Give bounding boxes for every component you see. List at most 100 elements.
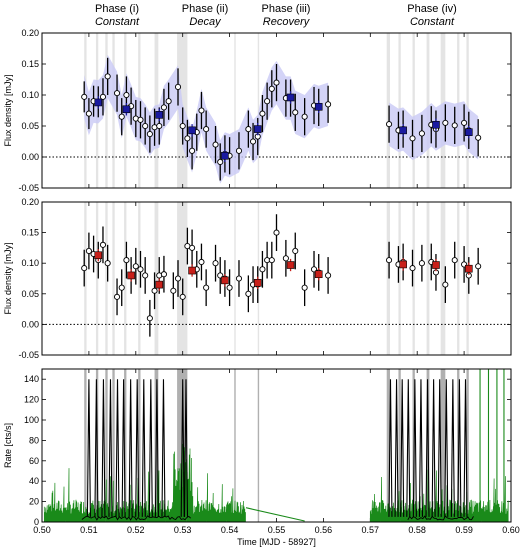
green-rate-trace [369,469,509,523]
data-point [170,287,177,294]
black-burst [135,379,140,517]
y-tick-label: -0.05 [18,350,39,360]
y-tick-label: 140 [24,374,39,384]
data-point [273,79,280,86]
obs-window-shade [234,33,236,188]
obs-window-shade [105,33,108,188]
binned-point [155,111,164,119]
data-point [203,284,210,291]
y-tick-label: 0.20 [21,197,39,207]
y-tick-label: 0.15 [21,59,39,69]
black-burst [388,379,393,517]
data-point [81,265,88,272]
data-point [142,272,149,279]
binned-point [314,270,323,279]
black-burst [141,379,146,517]
y-tick-label: 0.15 [21,228,39,238]
phase-i-title: Phase (i) [94,3,140,15]
binned-point [314,102,323,111]
phase-label-iii: Phase (iii) Recovery [251,3,321,29]
binned-point [221,276,229,285]
y-tick-label: 100 [24,415,39,425]
binned-point [464,128,473,136]
black-burst [425,379,430,517]
obs-window-shade [466,369,469,522]
x-tick-label: 0.56 [315,525,333,535]
obs-window-shade [398,202,401,355]
obs-window-shade [440,202,446,355]
black-burst [101,379,106,517]
data-point [442,281,449,288]
data-point [245,126,252,133]
obs-window-shade [257,202,260,355]
phase-label-iv: Phase (iv) Constant [397,3,467,29]
data-point [292,109,299,116]
obs-window-shade [124,202,127,355]
obs-window-shade [257,33,260,188]
data-point [81,93,88,100]
black-burst [148,379,153,517]
black-burst [86,379,91,517]
obs-window-shade [124,369,127,522]
y-axis-label: Flux density [mJy] [3,74,13,146]
binned-point [464,264,473,273]
data-point [184,135,191,142]
panel-frame [41,32,512,189]
phase-ii-sub: Decay [189,16,221,28]
binned-point [286,93,295,102]
x-tick-label: 0.51 [80,525,98,535]
data-point [160,104,167,111]
data-point [442,119,449,126]
x-tick-label: 0.58 [408,525,426,535]
data-point [325,101,332,108]
data-point [189,147,196,154]
binned-point [253,125,262,133]
obs-window-shade [84,369,87,522]
data-point [259,266,266,273]
data-point [160,271,167,278]
obs-window-shade [457,202,460,355]
black-burst [121,379,126,517]
data-point [386,257,393,264]
data-point [137,116,144,123]
data-point [85,247,92,255]
data-point [245,290,252,297]
data-point [118,113,125,120]
data-point [249,138,257,145]
data-point [165,98,172,105]
y-tick-label: 0.05 [21,289,39,299]
data-point [268,85,275,92]
obs-window-shade [412,33,415,188]
data-point [189,244,196,251]
data-point [137,266,144,273]
obs-window-shade [234,202,236,355]
panel-frame [41,368,512,523]
data-point [99,241,107,248]
binned-point [122,105,131,114]
binned-point [286,261,295,269]
obs-window-shade [426,202,430,355]
xray-rate-panel: 0 20 40 60 80 100 120 140 0.50 0.51 0.52 0.53 0.54 0.… [3,368,520,547]
x-tick-label: 0.59 [455,525,473,535]
data-point [451,257,458,264]
obs-window-shade [386,369,390,522]
phase-label-ii: Phase (ii) Decay [170,3,240,29]
binned-point [94,98,103,107]
obs-window-shade [138,202,141,355]
binned-point [155,280,164,289]
data-point [203,126,210,133]
obs-window-shade [112,33,115,188]
phase-ii-title: Phase (ii) [181,3,229,15]
data-point [85,110,92,117]
data-point [132,263,139,270]
x-tick-label: 0.55 [268,525,286,535]
y-tick-label: 0.00 [21,152,39,162]
binned-point [253,278,262,287]
data-point [226,284,233,291]
black-rate-trace [81,515,192,521]
top-flux-panel: -0.05 0.00 0.05 0.10 0.15 0.20 Flux density [m… [3,28,512,193]
obs-window-shade [386,202,390,355]
data-point [212,260,219,267]
y-tick-label: 80 [29,435,39,445]
